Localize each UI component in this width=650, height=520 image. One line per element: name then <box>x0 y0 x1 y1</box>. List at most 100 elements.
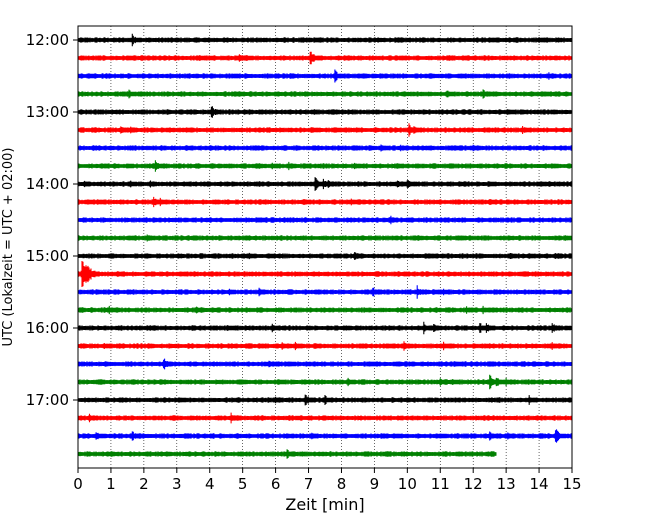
seismic-event <box>130 33 142 47</box>
x-tick-label: 1 <box>106 475 116 493</box>
trace-noise <box>77 73 572 79</box>
seismic-event <box>553 429 567 443</box>
x-tick-label: 9 <box>370 475 380 493</box>
seismic-event <box>244 55 254 61</box>
seismic-event <box>326 180 337 188</box>
seismic-event <box>107 305 117 315</box>
seismic-event <box>313 37 322 43</box>
seismic-event <box>209 106 221 118</box>
seismic-event <box>280 342 290 350</box>
trace-row <box>77 341 572 351</box>
seismic-event <box>458 73 467 79</box>
trace-noise <box>77 163 572 169</box>
seismic-event <box>185 127 194 133</box>
seismic-event <box>392 433 401 439</box>
seismic-event <box>442 288 451 296</box>
seismic-event <box>395 163 405 169</box>
seismic-event <box>550 109 558 115</box>
trace-row <box>77 358 572 370</box>
seismic-event <box>506 432 516 440</box>
x-axis-label: Zeit [min] <box>285 495 364 514</box>
y-tick-label: 17:00 <box>26 391 69 409</box>
seismic-event <box>392 361 401 367</box>
seismic-event <box>96 199 105 205</box>
seismic-event <box>257 343 266 349</box>
seismic-event <box>287 361 297 367</box>
seismic-event <box>504 378 514 386</box>
seismic-event <box>369 361 378 367</box>
trace-row <box>77 412 572 424</box>
seismic-event <box>550 342 560 350</box>
seismic-event <box>547 72 557 80</box>
seismic-event <box>537 181 546 187</box>
seismic-event <box>267 253 276 259</box>
seismic-event <box>527 253 536 259</box>
seismic-event <box>405 180 417 188</box>
trace-row <box>77 177 572 191</box>
seismic-event <box>227 288 237 296</box>
seismic-event <box>125 55 134 61</box>
seismic-event <box>198 55 207 61</box>
seismic-event <box>456 235 466 241</box>
seismic-event <box>371 287 382 297</box>
seismic-event <box>231 73 240 79</box>
trace-row <box>77 394 572 406</box>
y-tick-label: 12:00 <box>26 31 69 49</box>
trace-row <box>77 160 572 172</box>
seismic-event <box>94 432 105 440</box>
seismic-event <box>285 449 296 459</box>
trace-row <box>77 196 572 208</box>
seismic-event <box>86 267 98 281</box>
seismic-event <box>445 90 455 98</box>
seismic-event <box>237 379 246 385</box>
x-tick-label: 6 <box>271 475 281 493</box>
x-tick-label: 0 <box>73 475 83 493</box>
seismic-event <box>432 289 441 295</box>
seismic-event <box>170 415 179 421</box>
seismic-event <box>379 144 389 152</box>
x-tick-label: 15 <box>562 475 581 493</box>
y-tick-label: 15:00 <box>26 247 69 265</box>
seismic-event <box>438 433 447 439</box>
x-tick-label: 14 <box>530 475 549 493</box>
seismic-event <box>119 126 129 134</box>
seismic-event <box>455 361 464 367</box>
seismic-event <box>488 431 498 441</box>
seismic-event <box>349 198 358 206</box>
y-tick-label: 13:00 <box>26 103 69 121</box>
y-tick-label: 16:00 <box>26 319 69 337</box>
seismic-event <box>125 163 134 169</box>
x-tick-label: 7 <box>304 475 314 493</box>
trace-row <box>77 429 572 443</box>
x-tick-label: 11 <box>431 475 450 493</box>
seismic-event <box>488 199 498 205</box>
trace-row <box>77 449 497 459</box>
trace-row <box>77 215 572 225</box>
seismic-event <box>405 217 414 223</box>
seismic-event <box>488 307 498 313</box>
seismic-event <box>234 91 243 97</box>
seismic-event <box>399 55 408 61</box>
seismic-event <box>544 91 553 97</box>
seismic-event <box>287 161 297 171</box>
seismic-event <box>178 271 187 277</box>
seismic-event <box>148 325 158 331</box>
trace-noise <box>77 91 572 97</box>
seismic-event <box>359 343 368 349</box>
seismic-event <box>99 163 109 169</box>
seismic-event <box>270 162 280 170</box>
x-axis-ticks: 0 1 2 3 4 5 6 7 8 9 10 11 12 13 14 15 <box>73 468 582 493</box>
trace-noise <box>77 271 572 277</box>
seismic-event <box>507 109 516 115</box>
x-tick-label: 3 <box>172 475 182 493</box>
seismic-event <box>353 162 362 170</box>
seismic-event <box>333 253 342 259</box>
x-tick-label: 12 <box>464 475 483 493</box>
seismic-event <box>386 343 395 349</box>
seismic-event <box>158 197 168 207</box>
trace-row <box>77 234 572 242</box>
seismic-event <box>461 55 470 61</box>
trace-noise <box>77 361 572 367</box>
